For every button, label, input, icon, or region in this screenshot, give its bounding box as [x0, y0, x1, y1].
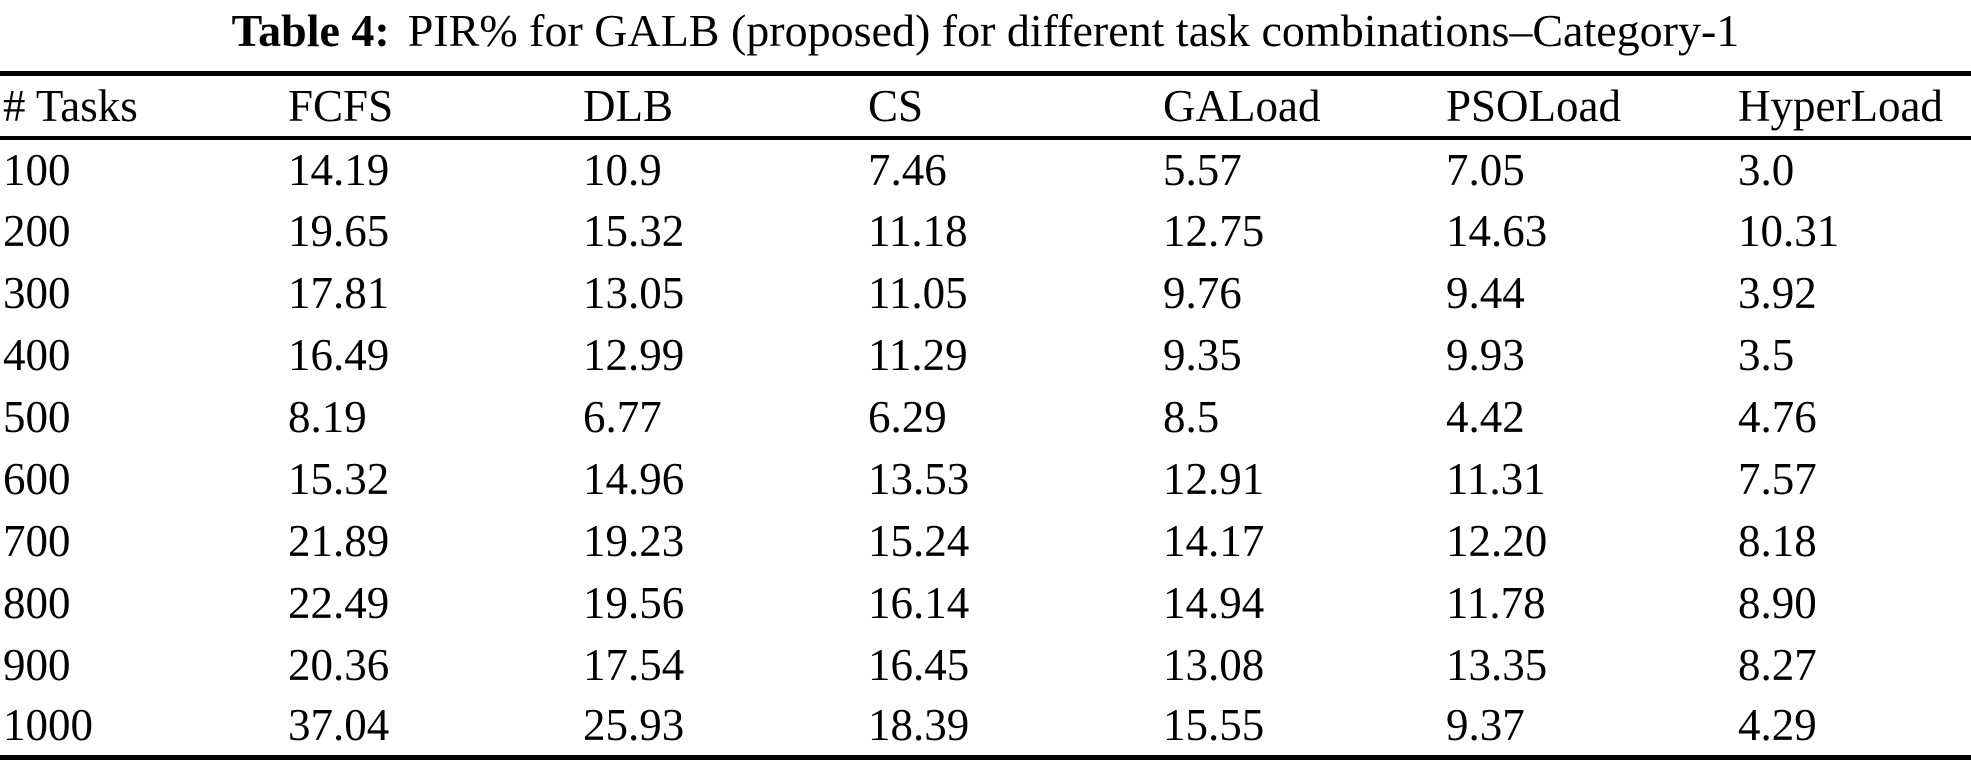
value-cell: 11.29 — [868, 329, 968, 380]
value-cell: 7.57 — [1738, 453, 1817, 504]
value-cell: 22.49 — [288, 577, 390, 628]
column-header: CS — [868, 80, 924, 131]
value-cell: 8.19 — [288, 391, 367, 442]
value-cell: 11.18 — [868, 205, 968, 256]
column-header: # Tasks — [3, 80, 138, 131]
value-cell: 8.90 — [1738, 577, 1817, 628]
row-label-cell: 500 — [3, 391, 71, 442]
table-row: 500 8.19 6.77 6.29 8.5 4.42 4.76 — [0, 386, 1971, 448]
column-header: HyperLoad — [1738, 80, 1943, 131]
row-label-cell: 600 — [3, 453, 71, 504]
value-cell: 12.20 — [1446, 515, 1548, 566]
value-cell: 9.76 — [1163, 267, 1242, 318]
table-row: 200 19.65 15.32 11.18 12.75 14.63 10.31 — [0, 200, 1971, 262]
value-cell: 11.05 — [868, 267, 968, 318]
row-label-cell: 700 — [3, 515, 71, 566]
value-cell: 8.27 — [1738, 639, 1817, 690]
value-cell: 19.56 — [583, 577, 685, 628]
table-row: 1000 37.04 25.93 18.39 15.55 9.37 4.29 — [0, 696, 1971, 758]
value-cell: 37.04 — [288, 700, 390, 751]
value-cell: 9.44 — [1446, 267, 1525, 318]
value-cell: 4.42 — [1446, 391, 1525, 442]
value-cell: 11.31 — [1446, 453, 1546, 504]
value-cell: 12.75 — [1163, 205, 1265, 256]
value-cell: 14.94 — [1163, 577, 1265, 628]
table-head: # Tasks FCFS DLB CS GALoad PSOLoad HyperLoad — [0, 74, 1971, 138]
value-cell: 17.54 — [583, 639, 685, 690]
value-cell: 15.32 — [583, 205, 685, 256]
value-cell: 19.23 — [583, 515, 685, 566]
value-cell: 10.31 — [1738, 205, 1840, 256]
value-cell: 13.05 — [583, 267, 685, 318]
table-row: 600 15.32 14.96 13.53 12.91 11.31 7.57 — [0, 448, 1971, 510]
value-cell: 3.5 — [1738, 329, 1795, 380]
value-cell: 15.55 — [1163, 700, 1265, 751]
value-cell: 12.99 — [583, 329, 685, 380]
table-caption-text: PIR% for GALB (proposed) for different t… — [407, 5, 1740, 56]
value-cell: 3.92 — [1738, 267, 1817, 318]
table-row: 900 20.36 17.54 16.45 13.08 13.35 8.27 — [0, 634, 1971, 696]
value-cell: 16.45 — [868, 639, 970, 690]
value-cell: 9.93 — [1446, 329, 1525, 380]
value-cell: 7.05 — [1446, 144, 1525, 195]
header-row: # Tasks FCFS DLB CS GALoad PSOLoad HyperLoad — [0, 74, 1971, 138]
value-cell: 14.63 — [1446, 205, 1548, 256]
column-header: GALoad — [1163, 80, 1321, 131]
column-header: FCFS — [288, 80, 394, 131]
value-cell: 8.5 — [1163, 391, 1220, 442]
row-label-cell: 200 — [3, 205, 71, 256]
value-cell: 13.53 — [868, 453, 970, 504]
row-label-cell: 100 — [3, 144, 71, 195]
column-header: DLB — [583, 80, 673, 131]
value-cell: 14.19 — [288, 144, 390, 195]
table-row: 100 14.19 10.9 7.46 5.57 7.05 3.0 — [0, 138, 1971, 200]
value-cell: 9.35 — [1163, 329, 1242, 380]
row-label-cell: 1000 — [3, 700, 93, 751]
value-cell: 10.9 — [583, 144, 662, 195]
results-table: # Tasks FCFS DLB CS GALoad PSOLoad HyperLoad 1… — [0, 71, 1971, 760]
row-label-cell: 900 — [3, 639, 71, 690]
value-cell: 19.65 — [288, 205, 390, 256]
value-cell: 14.96 — [583, 453, 685, 504]
value-cell: 7.46 — [868, 144, 947, 195]
value-cell: 4.76 — [1738, 391, 1817, 442]
value-cell: 6.29 — [868, 391, 947, 442]
value-cell: 8.18 — [1738, 515, 1817, 566]
value-cell: 4.29 — [1738, 700, 1817, 751]
table-caption: Table 4: PIR% for GALB (proposed) for dif… — [0, 0, 1971, 60]
value-cell: 13.08 — [1163, 639, 1265, 690]
row-label-cell: 400 — [3, 329, 71, 380]
value-cell: 25.93 — [583, 700, 685, 751]
value-cell: 20.36 — [288, 639, 390, 690]
table-body: 100 14.19 10.9 7.46 5.57 7.05 3.0 200 19.65 15.32… — [0, 138, 1971, 758]
table-caption-label: Table 4: — [231, 5, 390, 56]
value-cell: 21.89 — [288, 515, 390, 566]
table-row: 800 22.49 19.56 16.14 14.94 11.78 8.90 — [0, 572, 1971, 634]
value-cell: 13.35 — [1446, 639, 1548, 690]
table-row: 700 21.89 19.23 15.24 14.17 12.20 8.18 — [0, 510, 1971, 572]
value-cell: 11.78 — [1446, 577, 1546, 628]
table-row: 400 16.49 12.99 11.29 9.35 9.93 3.5 — [0, 324, 1971, 386]
value-cell: 12.91 — [1163, 453, 1265, 504]
value-cell: 9.37 — [1446, 700, 1525, 751]
value-cell: 16.14 — [868, 577, 970, 628]
column-header: PSOLoad — [1446, 80, 1622, 131]
value-cell: 3.0 — [1738, 144, 1795, 195]
value-cell: 15.32 — [288, 453, 390, 504]
table-row: 300 17.81 13.05 11.05 9.76 9.44 3.92 — [0, 262, 1971, 324]
value-cell: 18.39 — [868, 700, 970, 751]
value-cell: 5.57 — [1163, 144, 1242, 195]
value-cell: 16.49 — [288, 329, 390, 380]
value-cell: 15.24 — [868, 515, 970, 566]
row-label-cell: 300 — [3, 267, 71, 318]
row-label-cell: 800 — [3, 577, 71, 628]
value-cell: 17.81 — [288, 267, 390, 318]
value-cell: 6.77 — [583, 391, 662, 442]
value-cell: 14.17 — [1163, 515, 1265, 566]
